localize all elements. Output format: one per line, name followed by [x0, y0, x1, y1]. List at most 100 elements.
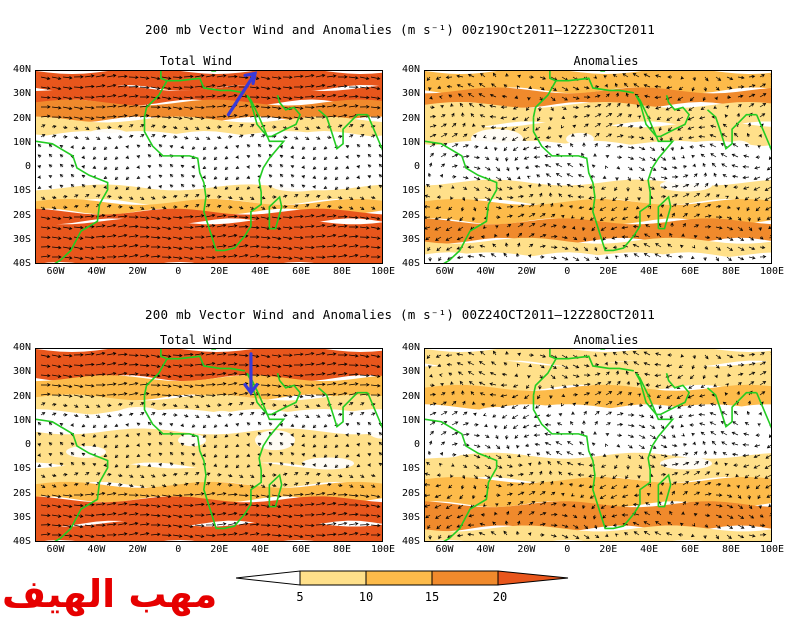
- wind-vector: [473, 444, 481, 448]
- wind-vector: [765, 454, 771, 459]
- wind-vector: [643, 253, 651, 258]
- wind-vector: [238, 124, 244, 128]
- wind-vector: [471, 494, 476, 500]
- wind-vector: [682, 481, 690, 486]
- wind-vector: [715, 514, 723, 518]
- wind-vector: [517, 463, 523, 467]
- wind-vector: [527, 374, 531, 379]
- wind-vector: [522, 126, 530, 131]
- wind-vector: [770, 414, 771, 415]
- wind-vector: [249, 254, 260, 258]
- figure-title-2: 200 mb Vector Wind and Anomalies (m s⁻¹)…: [145, 307, 655, 322]
- wind-vector: [759, 361, 767, 366]
- wind-vector: [304, 204, 310, 208]
- wind-vector: [150, 86, 161, 90]
- wind-vector: [304, 513, 315, 517]
- wind-vector: [627, 135, 635, 139]
- wind-vector: [381, 414, 382, 415]
- map-canvas: [425, 71, 771, 263]
- wind-vector: [359, 254, 370, 258]
- wind-vector: [356, 143, 361, 148]
- wind-vector: [381, 107, 382, 108]
- wind-vector: [40, 474, 46, 478]
- colorbar-bin-1: [299, 570, 367, 586]
- wind-vector: [128, 391, 139, 396]
- wind-vector: [73, 75, 84, 79]
- wind-vector: [748, 514, 755, 519]
- wind-vector: [440, 163, 446, 168]
- wind-vector: [572, 246, 579, 251]
- wind-vector: [73, 256, 84, 261]
- wind-vector: [359, 484, 365, 488]
- wind-vector: [737, 372, 744, 377]
- wind-vector: [150, 206, 156, 210]
- wind-vector: [704, 225, 712, 229]
- wind-vector: [512, 146, 519, 151]
- coastline: [160, 349, 168, 360]
- wind-vector: [456, 84, 464, 88]
- wind-vector: [583, 86, 590, 90]
- wind-vector: [605, 371, 610, 376]
- wind-vector: [570, 215, 575, 219]
- wind-vector: [205, 533, 216, 538]
- wind-vector: [235, 165, 240, 169]
- wind-vector: [282, 86, 293, 90]
- wind-vector: [334, 186, 339, 191]
- wind-vector: [128, 531, 139, 536]
- wind-vector: [359, 474, 365, 478]
- wind-vector: [770, 404, 771, 405]
- lon-tick-label: 60W: [435, 544, 454, 555]
- wind-vector: [665, 532, 673, 536]
- wind-vector: [523, 156, 530, 160]
- wind-vector: [561, 393, 566, 398]
- wind-vector: [326, 104, 337, 108]
- wind-vector: [583, 392, 591, 396]
- wind-vector: [526, 175, 531, 179]
- wind-vector: [249, 225, 260, 230]
- wind-vector: [605, 155, 610, 159]
- wind-vector: [367, 421, 372, 426]
- wind-vector: [40, 124, 46, 128]
- wind-vector: [326, 522, 337, 526]
- wind-vector: [479, 392, 486, 396]
- wind-vector: [114, 166, 119, 171]
- wind-vector: [504, 520, 509, 526]
- wind-vector: [348, 234, 359, 239]
- wind-vector: [621, 513, 629, 517]
- wind-vector: [117, 413, 123, 417]
- wind-vector: [271, 533, 282, 538]
- wind-vector: [293, 126, 299, 130]
- lat-tick-label: 30S: [401, 233, 420, 245]
- wind-vector: [501, 372, 508, 377]
- wind-vector: [205, 382, 216, 387]
- wind-vector: [516, 363, 521, 367]
- wind-vector: [337, 532, 348, 536]
- wind-vector: [733, 410, 739, 416]
- wind-vector: [517, 453, 521, 458]
- wind-vector: [746, 410, 751, 416]
- wind-vector: [456, 533, 464, 538]
- wind-vector: [106, 501, 117, 506]
- wind-vector: [40, 86, 51, 90]
- wind-vector: [646, 493, 651, 497]
- wind-vector: [468, 236, 475, 240]
- highlight-arrow-icon: [226, 71, 258, 117]
- wind-vector: [637, 474, 641, 479]
- wind-vector: [62, 75, 73, 80]
- wind-vector: [370, 105, 381, 110]
- wind-vector: [51, 364, 62, 369]
- wind-vector: [348, 76, 359, 80]
- wind-vector: [459, 494, 464, 500]
- wind-vector: [205, 204, 211, 208]
- wind-vector: [567, 163, 574, 168]
- wind-vector: [462, 422, 469, 426]
- shading-band: [425, 501, 771, 532]
- wind-vector: [528, 521, 534, 526]
- wind-vector: [37, 143, 42, 148]
- wind-vector: [715, 236, 723, 240]
- wind-vector: [92, 165, 97, 169]
- wind-vector: [440, 441, 446, 446]
- wind-vector: [381, 405, 382, 406]
- wind-vector: [147, 143, 152, 148]
- wind-vector: [301, 462, 306, 466]
